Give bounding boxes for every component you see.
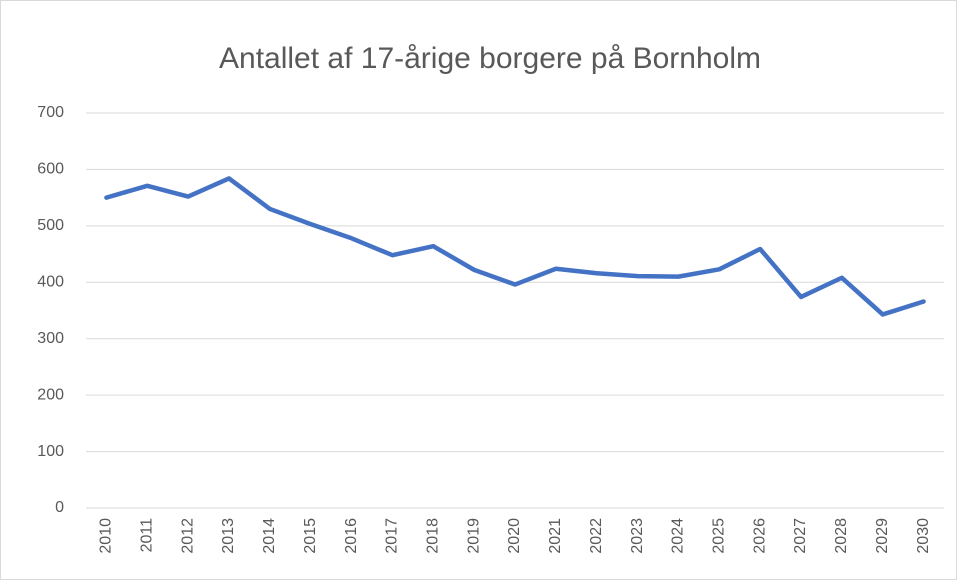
x-tick-label: 2010 [98, 518, 115, 554]
x-tick-label: 2014 [261, 518, 278, 554]
x-tick-label: 2017 [384, 518, 401, 554]
x-tick-label: 2016 [343, 518, 360, 554]
x-tick-label: 2023 [629, 518, 646, 554]
x-tick-label: 2030 [915, 518, 932, 554]
x-tick-label: 2029 [874, 518, 891, 554]
x-tick-label: 2013 [220, 518, 237, 554]
x-tick-label: 2028 [833, 518, 850, 554]
x-tick-label: 2025 [711, 518, 728, 554]
y-tick-label: 600 [37, 161, 64, 178]
y-tick-label: 400 [37, 274, 64, 291]
y-tick-label: 300 [37, 330, 64, 347]
x-tick-label: 2027 [792, 518, 809, 554]
x-tick-label: 2015 [302, 518, 319, 554]
x-tick-label: 2019 [465, 518, 482, 554]
x-tick-label: 2020 [506, 518, 523, 554]
x-tick-label: 2012 [179, 518, 196, 554]
y-tick-label: 100 [37, 443, 64, 460]
x-tick-label: 2024 [670, 518, 687, 554]
x-tick-label: 2021 [547, 518, 564, 554]
x-tick-label: 2022 [588, 518, 605, 554]
x-tick-label: 2011 [139, 518, 156, 553]
y-tick-label: 0 [55, 499, 64, 516]
y-tick-label: 700 [37, 104, 64, 121]
y-tick-label: 500 [37, 217, 64, 234]
x-tick-label: 2018 [425, 518, 442, 554]
chart-title: Antallet af 17-årige borgere på Bornholm [219, 42, 761, 75]
y-tick-label: 200 [37, 386, 64, 403]
x-tick-label: 2026 [751, 518, 768, 554]
data-line [104, 176, 926, 317]
